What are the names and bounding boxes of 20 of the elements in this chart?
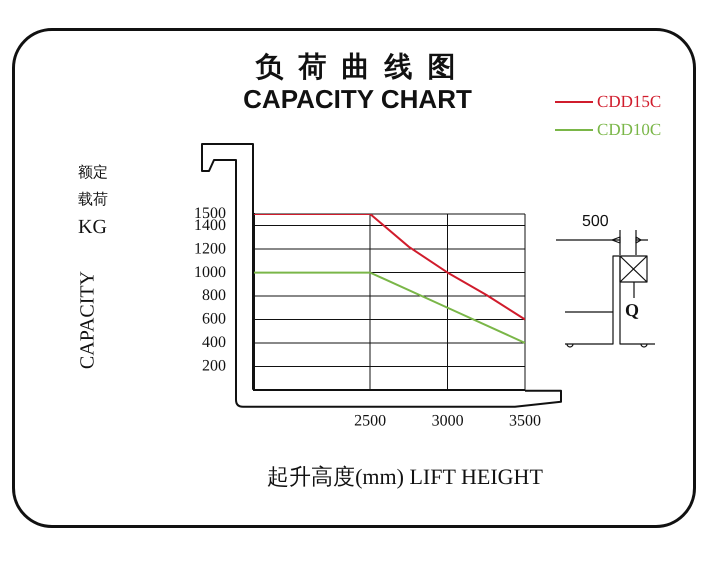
- x-axis-title: 起升高度(mm) LIFT HEIGHT: [266, 463, 544, 491]
- text: CAPACITY: [76, 270, 100, 370]
- text: KG: [78, 216, 107, 239]
- x-tick-label: 2500: [354, 412, 386, 430]
- y-tick-label: 200: [202, 358, 226, 375]
- x-tick-label: 3000: [432, 412, 464, 430]
- y-tick-label: 800: [202, 287, 226, 304]
- text: 载荷: [78, 190, 108, 209]
- legend-label: CDD10C: [597, 120, 662, 140]
- y-tick-label: 1000: [194, 264, 226, 281]
- text: Q: [625, 300, 640, 321]
- y-tick-label: 400: [202, 334, 226, 352]
- legend-label: CDD15C: [597, 92, 662, 112]
- y-tick-label: 600: [202, 310, 226, 328]
- text: 500: [582, 213, 609, 231]
- text: 额定: [78, 163, 108, 182]
- chart-title: 负 荷 曲 线 图: [256, 52, 460, 83]
- chart-subtitle: CAPACITY CHART: [243, 84, 472, 114]
- y-tick-label: 1200: [194, 240, 226, 258]
- x-tick-label: 3500: [509, 412, 541, 430]
